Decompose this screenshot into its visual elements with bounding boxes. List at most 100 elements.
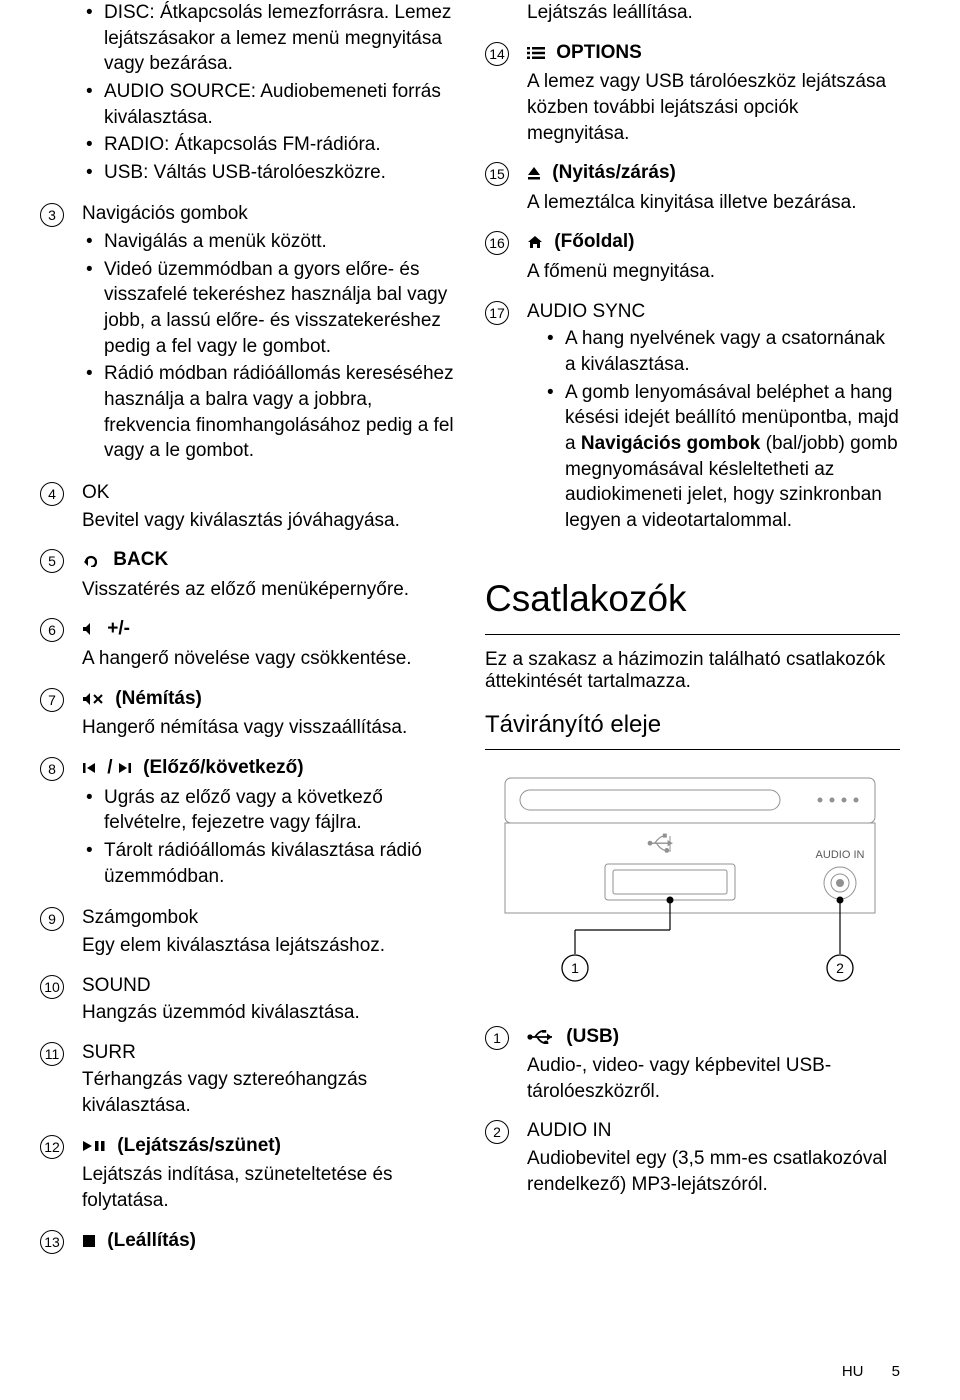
text: USB: Váltás USB-tárolóeszközre. — [104, 162, 386, 183]
back-icon — [82, 549, 102, 575]
prev-icon — [82, 757, 96, 783]
item-14: 14 OPTIONS A lemez vagy USB tárolóeszköz… — [485, 40, 900, 147]
list-item: Rádió módban rádióállomás kereséséhez ha… — [82, 361, 455, 464]
heading: (Leállítás) — [82, 1228, 455, 1256]
stop-icon — [82, 1230, 96, 1256]
next-icon — [118, 757, 132, 783]
item-11: 11 SURR Térhangzás vagy sztereóhangzás k… — [40, 1040, 455, 1119]
heading: AUDIO SYNC — [527, 299, 900, 325]
circled-16: 16 — [485, 231, 509, 255]
connector-2: 2 AUDIO IN Audiobevitel egy (3,5 mm-es c… — [485, 1118, 900, 1197]
svg-text:AUDIO IN: AUDIO IN — [816, 849, 865, 861]
list-item: A hang nyelvének vagy a csatornának a ki… — [527, 326, 900, 377]
right-column: Lejátszás leállítása. 14 OPTIONS A lemez… — [485, 0, 900, 1400]
label: +/- — [107, 618, 130, 639]
divider — [485, 634, 900, 635]
list-item: Navigálás a menük között. — [82, 229, 455, 255]
list-item: DISC: Átkapcsolás lemezforrásra. Lemez l… — [82, 0, 455, 77]
desc: Audio-, video- vagy képbevitel USB-tárol… — [527, 1053, 900, 1104]
item-12: 12 (Lejátszás/szünet) Lejátszás indítása… — [40, 1133, 455, 1214]
desc: Lejátszás leállítása. — [527, 0, 900, 26]
heading: (Némítás) — [82, 686, 455, 714]
item-5: 5 BACK Visszatérés az előző menüképernyő… — [40, 547, 455, 602]
subsection-title: Távirányító eleje — [485, 711, 900, 739]
text: Videó üzemmódban a gyors előre- és vissz… — [104, 259, 447, 357]
heading: / (Előző/következő) — [82, 755, 455, 783]
item-8: 8 / (Előző/következő) Ugrás az előző vag… — [40, 755, 455, 891]
heading: (Lejátszás/szünet) — [82, 1133, 455, 1161]
desc: Térhangzás vagy sztereóhangzás kiválaszt… — [82, 1067, 455, 1118]
heading: Számgombok — [82, 905, 455, 931]
section-intro: Ez a szakasz a házimozin található csatl… — [485, 649, 900, 693]
desc: Visszatérés az előző menüképernyőre. — [82, 577, 455, 603]
play-pause-icon — [82, 1135, 106, 1161]
heading: (Főoldal) — [527, 229, 900, 257]
item-7: 7 (Némítás) Hangerő némítása vagy vissza… — [40, 686, 455, 741]
connector-1: 1 (USB) Audio-, video- vagy képbevitel U… — [485, 1024, 900, 1105]
circled-12: 12 — [40, 1135, 64, 1159]
svg-text:1: 1 — [571, 960, 579, 976]
heading: AUDIO IN — [527, 1118, 900, 1144]
label: (Előző/következő) — [143, 757, 303, 778]
heading: Navigációs gombok — [82, 201, 455, 227]
circled-15: 15 — [485, 162, 509, 186]
text: Rádió módban rádióállomás kereséséhez ha… — [104, 363, 454, 461]
heading: SURR — [82, 1040, 455, 1066]
circled-2: 2 — [485, 1120, 509, 1144]
heading: OPTIONS — [527, 40, 900, 68]
svg-text:2: 2 — [836, 960, 844, 976]
mute-icon — [82, 688, 104, 714]
circled-4: 4 — [40, 482, 64, 506]
circled-6: 6 — [40, 618, 64, 642]
list-item: Videó üzemmódban a gyors előre- és vissz… — [82, 257, 455, 360]
circled-1: 1 — [485, 1026, 509, 1050]
desc: Audiobevitel egy (3,5 mm-es csatlakozóva… — [527, 1146, 900, 1197]
heading: OK — [82, 480, 455, 506]
page-footer: HU 5 — [842, 1363, 900, 1380]
desc: A lemeztálca kinyitása illetve bezárása. — [527, 190, 900, 216]
left-column: DISC: Átkapcsolás lemezforrásra. Lemez l… — [40, 0, 455, 1400]
item-4: 4 OK Bevitel vagy kiválasztás jóváhagyás… — [40, 480, 455, 533]
desc: A főmenü megnyitása. — [527, 259, 900, 285]
desc: Bevitel vagy kiválasztás jóváhagyása. — [82, 508, 455, 534]
heading: (Nyitás/zárás) — [527, 160, 900, 188]
eject-icon — [527, 162, 541, 188]
heading: +/- — [82, 616, 455, 644]
item-13: 13 (Leállítás) — [40, 1228, 455, 1258]
label: (Leállítás) — [107, 1230, 196, 1251]
speaker-icon — [82, 618, 96, 644]
list-item: Ugrás az előző vagy a következő felvétel… — [82, 785, 455, 836]
list-item: USB: Váltás USB-tárolóeszközre. — [82, 160, 455, 186]
text: A hang nyelvének vagy a csatornának a ki… — [565, 328, 885, 375]
heading: SOUND — [82, 973, 455, 999]
desc: A hangerő növelése vagy csökkentése. — [82, 646, 455, 672]
label: (USB) — [566, 1026, 619, 1047]
label: (Főoldal) — [554, 231, 634, 252]
text: RADIO: Átkapcsolás FM-rádióra. — [104, 134, 381, 155]
item-10: 10 SOUND Hangzás üzemmód kiválasztása. — [40, 973, 455, 1026]
circled-7: 7 — [40, 688, 64, 712]
circled-13: 13 — [40, 1230, 64, 1254]
list-item: A gomb lenyomásával beléphet a hang késé… — [527, 380, 900, 534]
circled-9: 9 — [40, 907, 64, 931]
label: (Lejátszás/szünet) — [117, 1135, 281, 1156]
text: Navigálás a menük között. — [104, 231, 327, 252]
desc: A lemez vagy USB tárolóeszköz lejátszása… — [527, 69, 900, 146]
section-title: Csatlakozók — [485, 578, 900, 620]
text: Ugrás az előző vagy a következő felvétel… — [104, 787, 383, 834]
text: DISC: Átkapcsolás lemezforrásra. Lemez l… — [104, 2, 451, 74]
label: OPTIONS — [556, 42, 642, 63]
circled-8: 8 — [40, 757, 64, 781]
desc: Hangerő némítása vagy visszaállítása. — [82, 715, 455, 741]
item-16: 16 (Főoldal) A főmenü megnyitása. — [485, 229, 900, 284]
circled-10: 10 — [40, 975, 64, 999]
text: Tárolt rádióállomás kiválasztása rádió ü… — [104, 840, 422, 887]
desc: Lejátszás indítása, szüneteltetése és fo… — [82, 1162, 455, 1213]
circled-17: 17 — [485, 301, 509, 325]
label: (Nyitás/zárás) — [552, 162, 676, 183]
item-sources: DISC: Átkapcsolás lemezforrásra. Lemez l… — [40, 0, 455, 187]
circled-14: 14 — [485, 42, 509, 66]
label: BACK — [113, 549, 168, 570]
item-15: 15 (Nyitás/zárás) A lemeztálca kinyitása… — [485, 160, 900, 215]
options-icon — [527, 42, 545, 68]
